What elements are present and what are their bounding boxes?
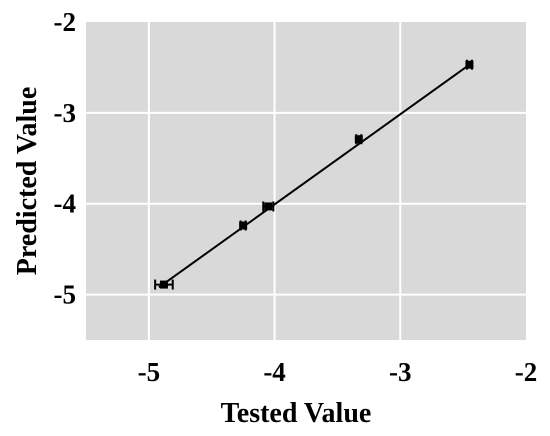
x-tick-label: -5 — [138, 357, 161, 387]
x-tick-label: -4 — [263, 357, 286, 387]
fit-line-group — [158, 63, 471, 289]
x-axis-title: Tested Value — [221, 398, 372, 429]
data-point — [262, 201, 275, 212]
data-point — [354, 134, 363, 145]
x-tick-label: -2 — [515, 357, 538, 387]
y-tick-label: -4 — [54, 189, 77, 219]
data-points — [154, 59, 474, 290]
point-marker — [239, 221, 248, 230]
x-tick-labels: -5 -4 -3 -2 — [138, 357, 538, 387]
y-tick-labels: -5 -4 -3 -2 — [54, 7, 77, 310]
point-marker — [159, 280, 168, 289]
grid-lines — [86, 22, 526, 340]
fit-line — [158, 63, 471, 289]
y-tick-label: -3 — [54, 98, 77, 128]
data-point — [239, 220, 248, 231]
point-marker — [264, 202, 273, 211]
point-marker — [354, 135, 363, 144]
y-tick-label: -5 — [54, 280, 77, 310]
y-axis-title: Predicted Value — [12, 87, 43, 275]
data-point — [465, 59, 474, 70]
x-tick-label: -3 — [389, 357, 412, 387]
data-point — [154, 279, 174, 290]
point-marker — [465, 60, 474, 69]
y-tick-label: -2 — [54, 7, 77, 37]
